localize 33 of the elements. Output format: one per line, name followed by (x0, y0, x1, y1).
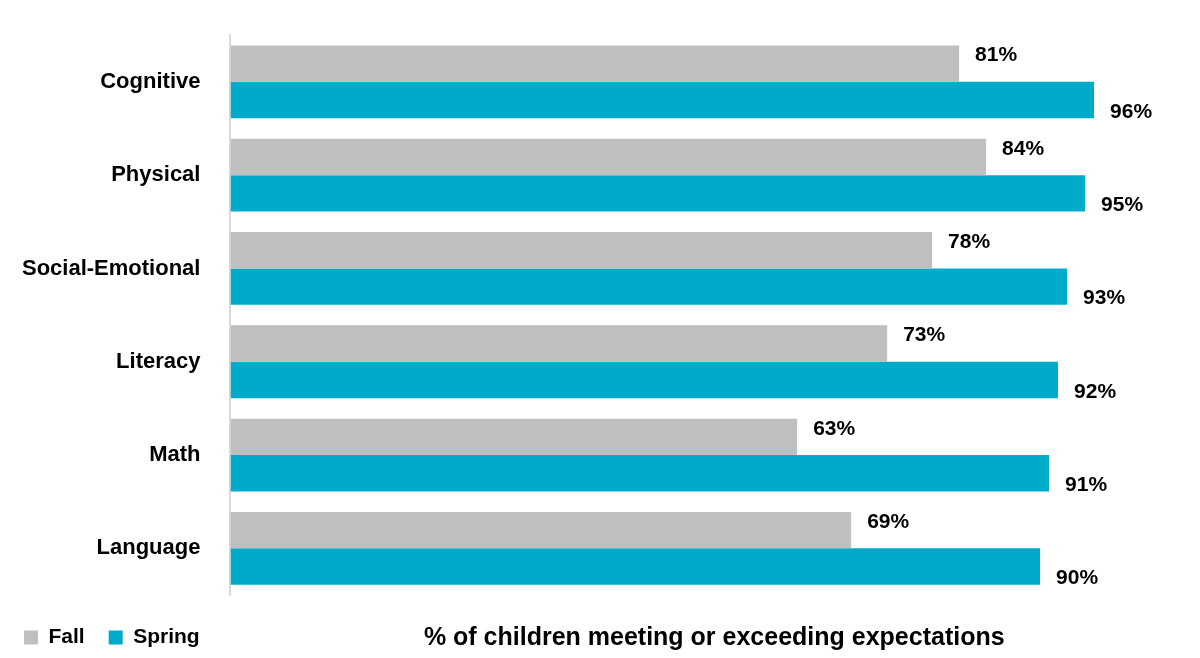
bar (230, 511, 852, 549)
y-tick-label: Language (96, 534, 201, 560)
bar (230, 138, 987, 176)
bar (230, 418, 798, 456)
bar (230, 268, 1068, 305)
legend-label: Spring (133, 624, 200, 648)
data-label: 84% (1002, 135, 1045, 159)
bar (230, 361, 1059, 399)
bar (230, 325, 888, 362)
data-label: 81% (975, 42, 1018, 66)
bar (230, 175, 1086, 212)
data-label: 96% (1110, 98, 1153, 122)
bar (230, 81, 1095, 119)
y-tick-label: Literacy (116, 347, 202, 373)
bar (230, 232, 933, 269)
y-tick-label: Social-Emotional (21, 254, 201, 280)
legend-label: Fall (48, 624, 85, 648)
y-tick-label: Cognitive (100, 67, 201, 93)
data-label: 63% (813, 415, 856, 439)
data-label: 95% (1101, 192, 1144, 216)
bar (230, 455, 1050, 492)
bar (230, 45, 960, 82)
data-label: 92% (1074, 378, 1117, 402)
data-label: 91% (1065, 472, 1108, 496)
data-label: 93% (1083, 285, 1126, 309)
data-label: 90% (1056, 565, 1099, 589)
y-tick-label: Math (149, 441, 201, 467)
data-label: 78% (948, 229, 991, 253)
y-tick-label: Physical (111, 161, 201, 187)
x-axis-title: % of children meeting or exceeding expectations (423, 621, 1005, 650)
bar (230, 548, 1041, 585)
data-label: 69% (867, 508, 910, 532)
data-label: 73% (903, 322, 946, 346)
